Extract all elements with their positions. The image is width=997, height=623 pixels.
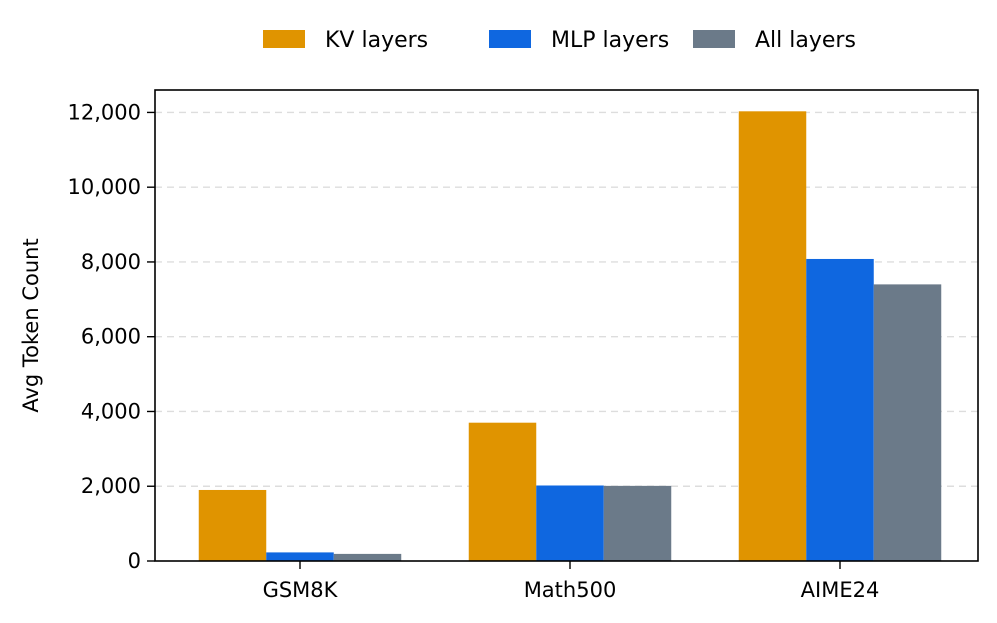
legend-label: KV layers: [325, 28, 428, 53]
y-tick-label: 4,000: [81, 399, 141, 423]
legend-swatch: [263, 30, 305, 48]
bar-kv-layers-aime24: [738, 111, 807, 562]
y-axis-ticks: 0 2,000 4,000 6,000 8,000 10,000 12,000: [68, 100, 155, 573]
y-tick-label: 8,000: [81, 250, 141, 274]
legend: KV layers MLP layers All layers: [263, 28, 856, 53]
y-axis-label: Avg Token Count: [19, 238, 43, 412]
bar-mlp-layers-math500: [536, 485, 604, 561]
legend-label: All layers: [755, 28, 856, 53]
bar-kv-layers-gsm8k: [198, 489, 267, 561]
legend-swatch: [489, 30, 531, 48]
x-tick-label: AIME24: [801, 578, 880, 602]
legend-swatch: [693, 30, 735, 48]
bar-all-layers-math500: [603, 485, 672, 561]
bar-kv-layers-math500: [468, 422, 537, 561]
y-tick-label: 10,000: [68, 175, 141, 199]
x-tick-label: GSM8K: [263, 578, 339, 602]
bar-all-layers-gsm8k: [333, 553, 402, 561]
y-tick-label: 0: [128, 549, 141, 573]
bar-mlp-layers-aime24: [806, 258, 874, 561]
bar-mlp-layers-gsm8k: [266, 552, 334, 561]
legend-label: MLP layers: [551, 28, 669, 53]
y-tick-label: 2,000: [81, 474, 141, 498]
plot-frame: [154, 89, 979, 562]
y-tick-label: 6,000: [81, 325, 141, 349]
bar-all-layers-aime24: [873, 284, 942, 561]
x-tick-label: Math500: [524, 578, 617, 602]
x-axis-ticks: GSM8K Math500 AIME24: [263, 561, 880, 602]
bars: [198, 111, 942, 562]
y-tick-label: 12,000: [68, 100, 141, 124]
